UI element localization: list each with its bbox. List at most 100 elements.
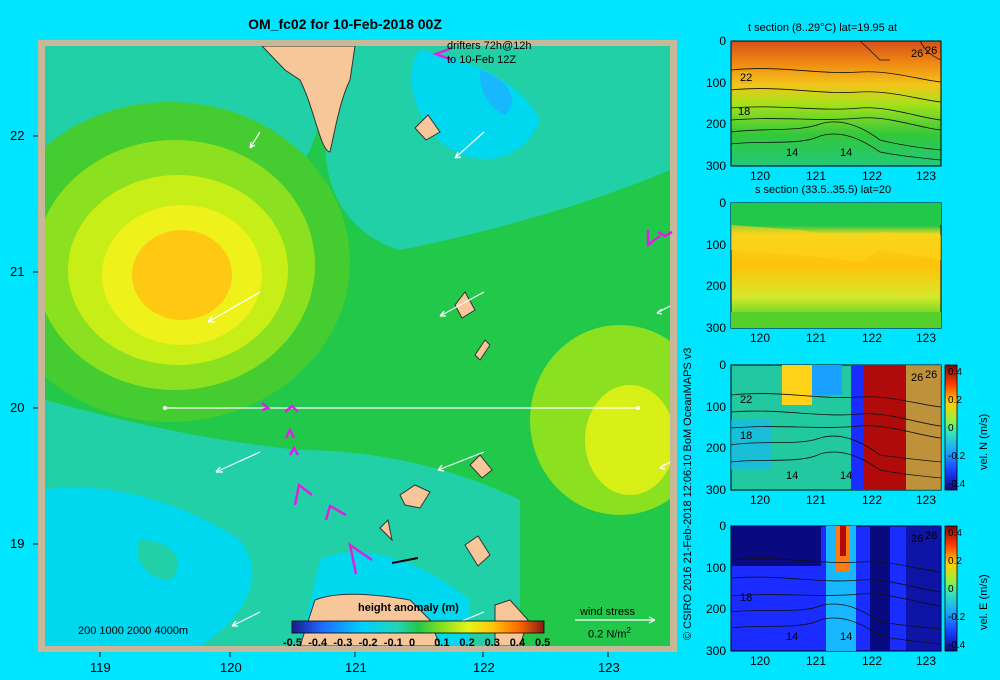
lon-tick: 120 (750, 169, 771, 183)
vel-tick: 0.2 (948, 395, 962, 406)
colorbar (291, 620, 545, 634)
vel-tick: 0.4 (948, 367, 962, 378)
vel-tick: -0.4 (948, 640, 966, 651)
vel-tick: 0 (948, 584, 954, 595)
depth-tick: 200 (705, 441, 726, 456)
depth-tick: 300 (705, 321, 726, 335)
map-ytick: 21 (10, 264, 25, 279)
contour-label: 14 (786, 470, 799, 482)
vel-n-label: vel. N (m/s) (978, 413, 990, 470)
lon-tick: 123 (916, 331, 937, 345)
depth-tick: 0 (719, 196, 726, 210)
map-xtick: 121 (345, 660, 367, 675)
colorbar-tick: 0.3 (484, 637, 500, 649)
lon-tick: 123 (916, 654, 937, 668)
vel-tick: 0.2 (948, 556, 962, 567)
map-xtick: 123 (598, 660, 620, 675)
lon-tick: 120 (750, 654, 771, 668)
lon-tick: 120 (750, 493, 771, 507)
t-section-panel (730, 40, 942, 167)
lon-tick: 121 (806, 331, 827, 345)
lon-tick: 121 (806, 493, 827, 507)
depth-tick: 0 (719, 519, 726, 533)
vel-tick: -0.2 (948, 451, 966, 462)
contour-label: 18 (738, 106, 751, 118)
colorbar-tick: 0 (409, 637, 416, 649)
drifters-label-2: to 10-Feb 12Z (447, 54, 517, 66)
wind-stress-value: 0.2 N/m2 (588, 626, 631, 641)
contour-label: 22 (740, 72, 753, 84)
lon-tick: 122 (862, 331, 883, 345)
vel-tick: 0 (948, 423, 954, 434)
contour-label: 18 (740, 430, 753, 442)
contour-label: 26 (925, 369, 938, 381)
depth-tick: 300 (705, 159, 726, 173)
depth-tick: 0 (719, 34, 726, 48)
depth-tick: 100 (705, 237, 726, 252)
drifter-tracks (261, 46, 673, 575)
contour-label: 26 (925, 530, 938, 542)
vel-e-colorbar (944, 525, 958, 652)
colorbar-tick: -0.3 (333, 637, 353, 649)
contour-label: 26 (911, 48, 924, 60)
lon-tick: 123 (916, 169, 937, 183)
depth-tick: 200 (705, 602, 726, 617)
colorbar-tick: -0.4 (308, 637, 328, 649)
credit-text: © CSIRO 2016 21-Feb-2018 12:06:10 BoM Oc… (682, 347, 694, 640)
contour-label: 18 (740, 592, 753, 604)
lon-tick: 121 (806, 654, 827, 668)
lon-tick: 121 (806, 169, 827, 183)
lon-tick: 123 (916, 493, 937, 507)
wind-stress-label: wind stress (580, 606, 636, 618)
contour-label: 22 (740, 394, 753, 406)
depth-tick: 100 (705, 75, 726, 90)
map-xtick: 119 (90, 660, 111, 675)
colorbar-tick: 0.5 (535, 637, 551, 649)
map-ytick: 19 (10, 536, 25, 551)
contour-label: 14 (840, 470, 853, 482)
contour-label: 14 (840, 631, 853, 643)
depth-tick: 300 (705, 644, 726, 658)
lon-tick: 122 (862, 654, 883, 668)
height-anomaly-field (45, 46, 670, 646)
t-section-title: t section (8..29°C) lat=19.95 at (748, 22, 898, 34)
depth-tick: 200 (705, 117, 726, 132)
map-ytick: 20 (10, 400, 25, 415)
colorbar-title: height anomaly (m) (358, 602, 459, 614)
depth-tick: 0 (719, 358, 726, 372)
contour-label: 26 (911, 533, 924, 545)
map-ticks (33, 135, 609, 657)
drifters-label-1: drifters 72h@12h (447, 40, 532, 52)
lon-tick: 120 (750, 331, 771, 345)
colorbar-tick: 0.2 (459, 637, 475, 649)
vel-e-label: vel. E (m/s) (978, 574, 990, 630)
depth-tick: 200 (705, 279, 726, 294)
map-xtick: 120 (220, 660, 242, 675)
depth-tick: 300 (705, 483, 726, 497)
vel-tick: -0.4 (948, 479, 966, 490)
map-ytick: 22 (10, 128, 25, 143)
contour-label: 26 (911, 372, 924, 384)
map-xtick: 122 (473, 660, 495, 675)
colorbar-tick: -0.1 (383, 637, 403, 649)
vel-n-colorbar (944, 364, 958, 491)
lon-tick: 122 (862, 493, 883, 507)
contour-label: 14 (786, 147, 799, 159)
vel-tick: 0.4 (948, 528, 962, 539)
colorbar-ticks: -0.5 -0.4 -0.3 -0.2 -0.1 0 0.1 0.2 0.3 0.4 0.5 (282, 637, 554, 651)
depth-legend: 200 1000 2000 4000m (78, 625, 189, 637)
depth-tick: 100 (705, 399, 726, 414)
colorbar-tick: -0.5 (283, 637, 302, 649)
depth-tick: 100 (705, 560, 726, 575)
vel-tick: -0.2 (948, 612, 966, 623)
colorbar-tick: 0.4 (509, 637, 526, 649)
lon-tick: 122 (862, 169, 883, 183)
contour-label: 26 (925, 45, 938, 57)
contour-label: 14 (840, 147, 853, 159)
contour-label: 14 (786, 631, 799, 643)
s-section-title: s section (33.5..35.5) lat=20 (755, 184, 892, 196)
colorbar-tick: 0.1 (434, 637, 450, 649)
colorbar-tick: -0.2 (358, 637, 378, 649)
page-title: OM_fc02 for 10-Feb-2018 00Z (248, 16, 442, 32)
